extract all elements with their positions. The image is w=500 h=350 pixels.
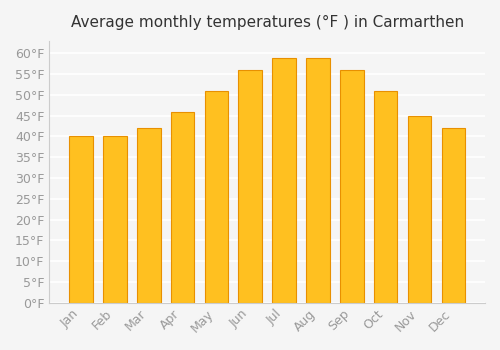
Bar xyxy=(408,116,432,303)
Bar xyxy=(340,70,363,303)
Bar xyxy=(69,136,93,303)
Bar xyxy=(306,57,330,303)
Title: Average monthly temperatures (°F ) in Carmarthen: Average monthly temperatures (°F ) in Ca… xyxy=(70,15,464,30)
Bar xyxy=(272,57,296,303)
Bar xyxy=(374,91,398,303)
Bar xyxy=(103,136,126,303)
Bar xyxy=(204,91,229,303)
Bar xyxy=(442,128,465,303)
Bar xyxy=(137,128,160,303)
Bar xyxy=(238,70,262,303)
Bar xyxy=(170,112,194,303)
